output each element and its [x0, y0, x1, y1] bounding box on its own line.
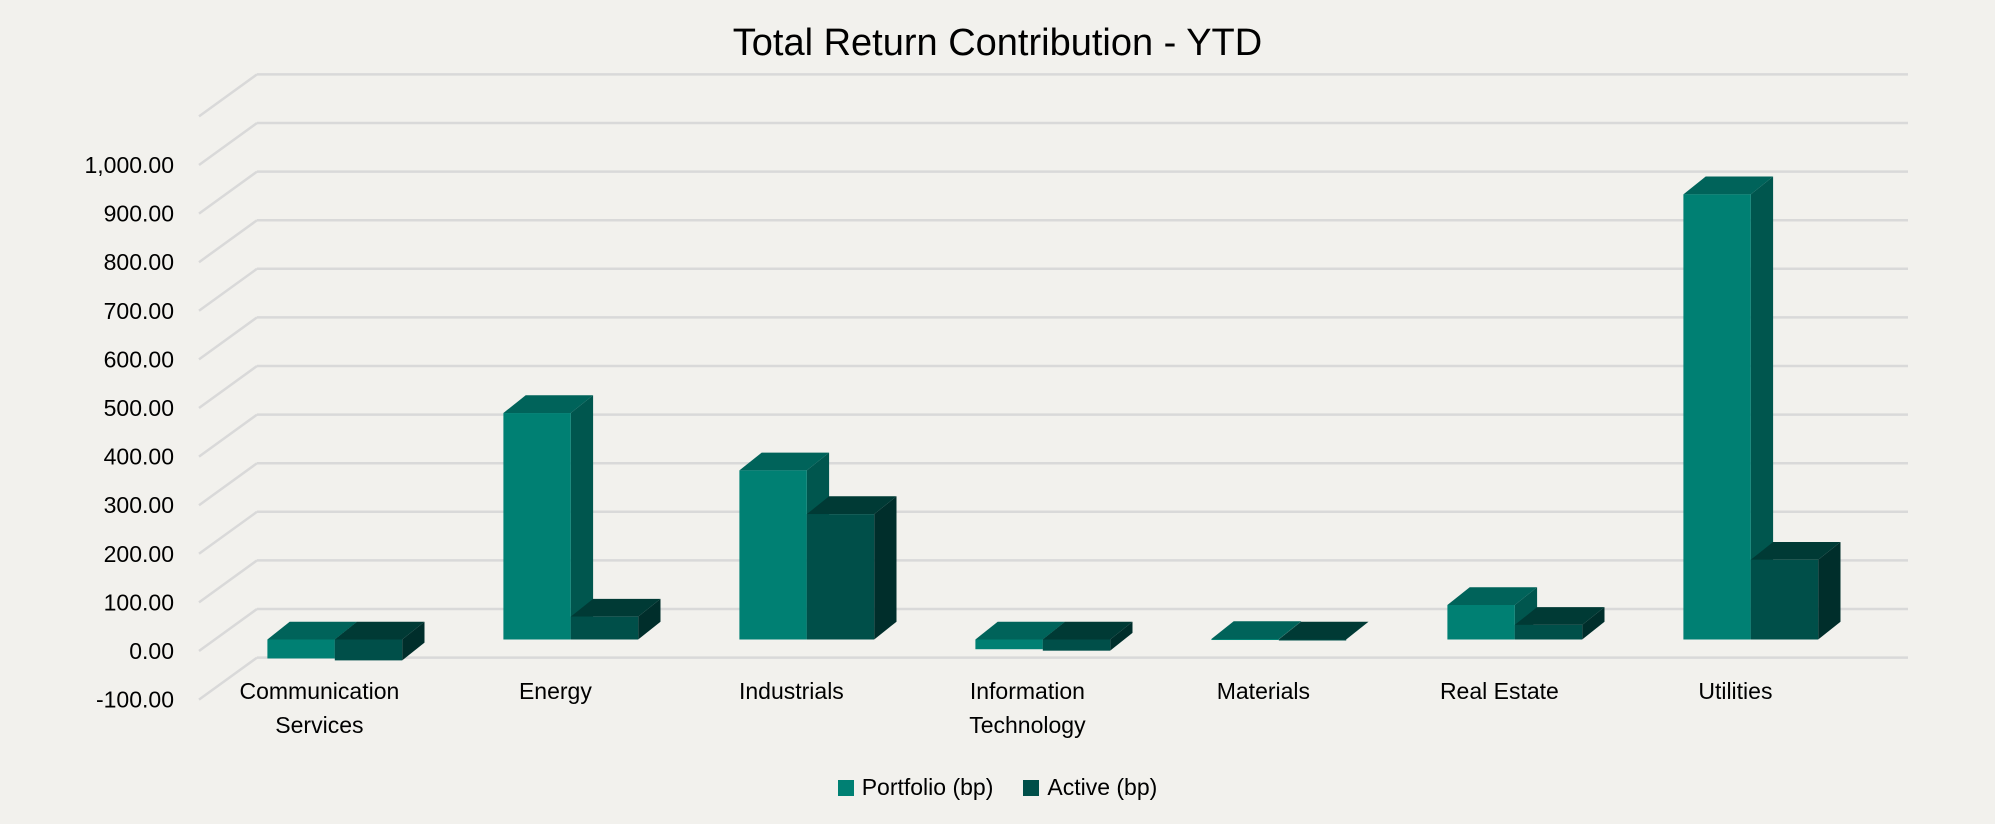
y-tick-label: -100.00 — [96, 687, 174, 713]
bar-top — [1211, 621, 1302, 640]
legend-label: Portfolio (bp) — [861, 774, 994, 800]
bar-top — [1750, 541, 1841, 560]
y-tick-label: 800.00 — [104, 249, 174, 275]
gridline-diagonal — [198, 267, 258, 312]
legend-item-portfolio: Portfolio (bp) — [837, 774, 994, 801]
x-tick-label: Industrials — [739, 678, 844, 704]
gridline-diagonal — [198, 559, 258, 604]
gridline-diagonal — [198, 413, 258, 458]
bar-top — [570, 598, 661, 617]
gridline-diagonal — [198, 510, 258, 555]
bar-active — [1514, 624, 1583, 640]
x-tick-label: Communication — [240, 678, 400, 704]
bar-top — [1447, 587, 1538, 605]
x-tick-label: Services — [275, 712, 363, 738]
bar-side — [1278, 621, 1302, 640]
bar-active — [806, 514, 875, 640]
bar-top — [739, 452, 830, 471]
bar-active — [1042, 639, 1111, 651]
bar-side — [1818, 541, 1841, 640]
legend-swatch-active — [1023, 779, 1040, 796]
x-tick-label: Materials — [1217, 678, 1310, 704]
bar-portfolio — [739, 470, 807, 640]
bar-side — [570, 395, 594, 640]
bar-portfolio — [267, 639, 335, 659]
bar-portfolio — [1447, 604, 1515, 640]
gridline-diagonal — [198, 73, 258, 118]
legend-item-active: Active (bp) — [1023, 774, 1157, 801]
gridline-diagonal — [198, 121, 258, 167]
bar-side — [1582, 607, 1605, 640]
bar-portfolio — [1683, 194, 1751, 640]
bar-top — [806, 496, 897, 515]
bar-active — [1278, 639, 1347, 641]
bar-top — [975, 621, 1066, 640]
bar-active — [570, 616, 639, 640]
bar-portfolio — [1211, 639, 1279, 641]
bar-portfolio — [975, 639, 1043, 650]
bar-side — [874, 496, 897, 640]
y-tick-label: 0.00 — [129, 638, 174, 664]
legend-label: Active (bp) — [1047, 774, 1158, 800]
y-tick-label: 700.00 — [104, 298, 174, 324]
x-tick-label: Utilities — [1698, 678, 1772, 704]
bar-top — [1514, 607, 1605, 625]
gridline-diagonal — [198, 462, 258, 507]
bar-top — [503, 395, 594, 414]
bar-top — [334, 621, 425, 640]
bar-portfolio — [503, 413, 571, 640]
bar-side — [402, 621, 425, 661]
bar-active — [1750, 559, 1819, 640]
gridline-diagonal — [198, 170, 258, 215]
gridline-diagonal — [198, 364, 258, 410]
gridline-diagonal — [198, 316, 258, 361]
y-tick-label: 1,000.00 — [84, 152, 174, 178]
y-tick-label: 200.00 — [104, 541, 174, 567]
y-tick-label: 900.00 — [104, 201, 174, 227]
x-tick-label: Information — [970, 678, 1085, 704]
bar-side — [1110, 621, 1133, 651]
bar-top — [267, 621, 358, 640]
bar-top — [1042, 621, 1133, 640]
bar-active — [334, 639, 403, 661]
x-tick-label: Real Estate — [1440, 678, 1559, 704]
y-tick-label: 100.00 — [104, 589, 174, 615]
gridline-diagonal — [198, 607, 258, 653]
chart-title: Total Return Contribution - YTD — [732, 22, 1263, 64]
bar-side — [1750, 176, 1774, 640]
y-tick-label: 400.00 — [104, 444, 174, 470]
y-tick-label: 600.00 — [104, 346, 174, 372]
gridline-diagonal — [198, 656, 258, 701]
y-tick-label: 300.00 — [104, 492, 174, 518]
gridline-diagonal — [198, 219, 258, 264]
bar-top — [1278, 621, 1369, 640]
legend: Portfolio (bp) Active (bp) — [0, 774, 1995, 801]
legend-swatch-portfolio — [837, 779, 854, 796]
bar-side — [638, 598, 661, 640]
x-tick-label: Energy — [519, 678, 592, 704]
bar-top — [1683, 176, 1774, 195]
x-tick-label: Technology — [969, 712, 1086, 738]
y-tick-label: 500.00 — [104, 395, 174, 421]
